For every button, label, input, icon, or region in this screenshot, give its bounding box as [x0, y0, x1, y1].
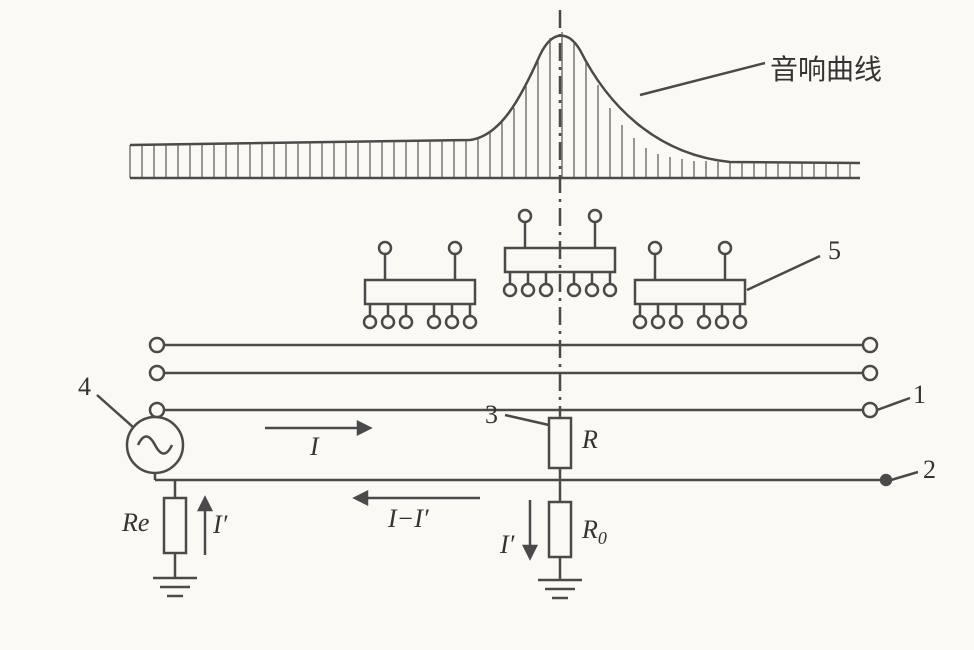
curve-leader [640, 63, 765, 95]
conductor-1 [150, 338, 877, 352]
ac-source [127, 417, 183, 480]
conductor-3 [150, 403, 877, 417]
diagram-root: 音响曲线 5 1 2 3 4 I I−I′ I′ I′ R R0 Re [0, 0, 974, 650]
terminal-dot [881, 475, 891, 485]
arrow-I-minus-Iprime [355, 492, 480, 504]
curve-label: 音响曲线 [770, 48, 882, 88]
label-R: R [582, 425, 598, 455]
label-I: I [310, 432, 319, 462]
label-3: 3 [485, 400, 498, 430]
resistor-Re [153, 480, 197, 596]
label-Re: Re [122, 508, 149, 538]
diagram-svg [0, 0, 974, 650]
label-5: 5 [828, 236, 841, 266]
sound-curve [130, 36, 860, 163]
conductor-2 [150, 366, 877, 380]
arrow-Iprime-right [524, 500, 536, 558]
label-Iprime-right: I′ [500, 530, 514, 560]
label-R0: R0 [582, 515, 607, 549]
fork-assembly-right [634, 242, 746, 328]
resistor-R [549, 410, 571, 480]
label-1: 1 [913, 380, 926, 410]
leader-5 [747, 256, 820, 290]
label-2: 2 [923, 455, 936, 485]
leader-4 [97, 395, 133, 427]
resistor-R0 [538, 480, 582, 598]
arrow-Iprime-left [199, 498, 211, 555]
leader-1 [877, 398, 910, 410]
label-4: 4 [78, 372, 91, 402]
curve-hatching [130, 32, 850, 178]
leader-3 [505, 415, 549, 425]
label-I-minus-Iprime: I−I′ [388, 504, 429, 534]
fork-assembly-left [364, 242, 476, 328]
leader-2 [891, 472, 918, 480]
label-Iprime-left: I′ [213, 510, 227, 540]
